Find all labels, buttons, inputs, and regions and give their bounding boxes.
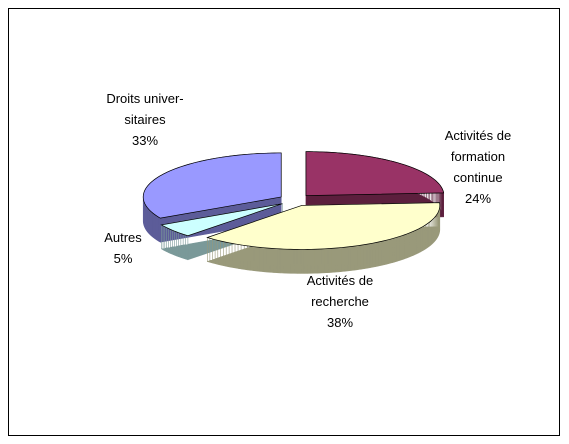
value-label: 24% (465, 191, 491, 206)
label-line: formation (451, 149, 505, 164)
slice-label: Activités de recherche (307, 273, 373, 309)
label-line: Autres (104, 230, 142, 245)
value-label: 33% (132, 133, 158, 148)
value-label: 5% (114, 251, 133, 266)
value-label: 38% (327, 315, 353, 330)
label-line: Activités de (307, 273, 373, 288)
label-line: Activités de (445, 128, 511, 143)
slice-label: Activités de formation continue (445, 128, 511, 185)
label-line: sitaires (124, 112, 166, 127)
slice-label: Droits univer-sitaires (106, 91, 183, 127)
pie-slice (160, 203, 283, 237)
slice-side (161, 203, 283, 261)
label-line: Droits univer- (106, 91, 183, 106)
pie-slice (206, 202, 441, 250)
slice-label: Autres (104, 230, 142, 245)
pie-slice (142, 152, 282, 219)
label-line: recherche (311, 294, 369, 309)
pie-slice (305, 151, 445, 196)
label-line: continue (453, 170, 502, 185)
